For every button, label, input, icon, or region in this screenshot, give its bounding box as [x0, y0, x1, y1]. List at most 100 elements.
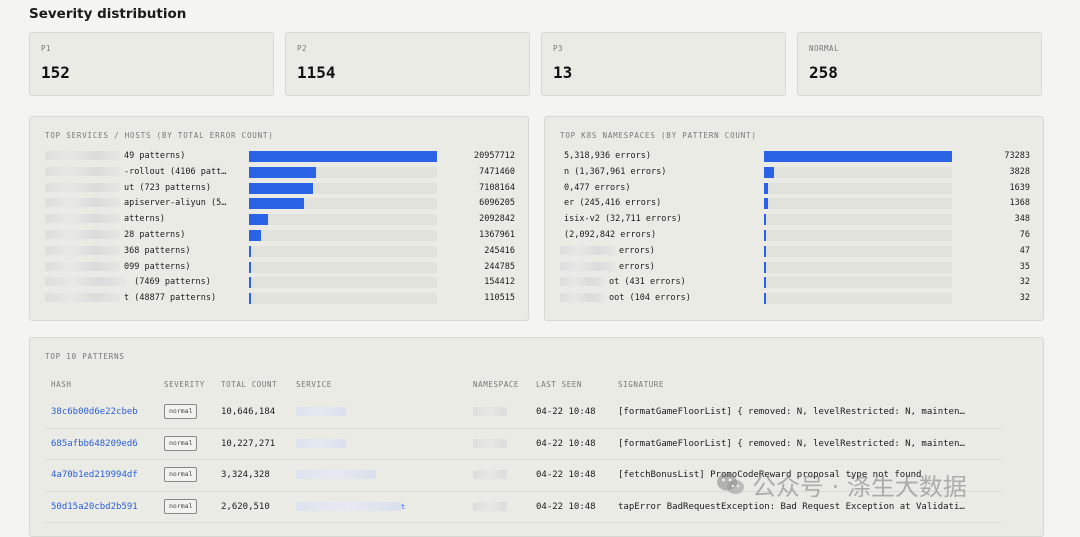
pattern-hash-link[interactable]: 685afbb648209ed6 [51, 438, 138, 449]
service-bar-value: 7108164 [479, 182, 515, 193]
last-seen: 04-22 10:48 [536, 501, 596, 512]
pattern-hash-link[interactable]: 50d15a20cbd2b591 [51, 501, 138, 512]
top-namespaces-panel: TOP K8S NAMESPACES (BY PATTERN COUNT) 5,… [544, 116, 1044, 321]
namespace-bar-row: 5,318,936 errors) 73283 [560, 149, 1030, 165]
severity-card-p3: P3 13 [541, 32, 786, 96]
pattern-hash-link[interactable]: 38c6b00d6e22cbeb [51, 407, 138, 417]
namespace-bar [764, 151, 952, 162]
column-header-service[interactable]: SERVICE [296, 380, 332, 389]
service-bar-label-text: -rollout (4106 patt… [124, 166, 227, 177]
service-bar-label: 49 patterns) [45, 150, 245, 163]
namespace-bar-label: 0,477 errors) [560, 182, 760, 195]
column-header-hash[interactable]: HASH [51, 380, 72, 389]
service-bar-label-text: 28 patterns) [124, 230, 186, 240]
namespace-bar-row: n (1,367,961 errors) 3828 [560, 165, 1030, 181]
service-bar-value: 244785 [484, 261, 515, 272]
namespace-bar-value: 76 [1019, 230, 1030, 240]
severity-badge: normal [164, 467, 198, 483]
watermark-text: 公众号 · 涤生大数据 [752, 473, 967, 501]
redacted-text [45, 245, 120, 255]
service-bar [249, 261, 252, 273]
namespace-bar-value: 73283 [1004, 151, 1030, 161]
namespace-bar [764, 245, 766, 257]
service-bar-row: 49 patterns) 20957712 [45, 149, 515, 165]
namespace-bar-track [764, 166, 952, 178]
redacted-text [45, 261, 120, 271]
pattern-hash-link[interactable]: 4a70b1ed219994df [51, 470, 138, 481]
service-bar-value: 6096205 [479, 198, 515, 209]
redacted-text [45, 182, 120, 192]
namespace-bar-row: ot (431 errors) 32 [560, 275, 1030, 291]
namespace-bar-value: 32 [1019, 277, 1030, 288]
service-bar-row: 368 patterns) 245416 [45, 244, 515, 260]
service-bar [249, 151, 437, 162]
namespace-bar [764, 182, 769, 194]
namespace-bar-track [764, 230, 952, 241]
service-name: t [401, 502, 406, 511]
namespace-bar-value: 1368 [1009, 198, 1030, 209]
service-bar [249, 277, 251, 289]
namespace-bar-track [764, 151, 952, 162]
column-header-signature[interactable]: SIGNATURE [618, 380, 665, 389]
namespace-bar-label-text: errors) [619, 245, 655, 256]
service-bar-label: 368 patterns) [45, 245, 245, 258]
table-row[interactable]: 38c6b00d6e22cbeb normal 10,646,184 04-22 10… [45, 396, 1002, 429]
panel-title: TOP SERVICES / HOSTS (BY TOTAL ERROR COU… [45, 131, 274, 140]
namespace-bar [764, 214, 766, 226]
namespace-bar-label-text: (2,092,842 errors) [564, 230, 657, 240]
redacted-text [560, 277, 605, 287]
table-row[interactable]: 685afbb648209ed6 normal 10,227,271 04-22 10… [45, 428, 1002, 461]
service-bar-row: t (48877 patterns) 110515 [45, 291, 515, 307]
table-row[interactable]: 4a70b1ed219994df normal 3,324,328 04-22 10:… [45, 459, 1002, 492]
service-bar-row: (7469 patterns) 154412 [45, 275, 515, 291]
last-seen: 04-22 10:48 [536, 438, 596, 449]
namespace-bar-track [764, 277, 952, 289]
stat-value: 1154 [297, 63, 336, 82]
redacted-text [45, 277, 125, 287]
namespace-bar-label-text: 0,477 errors) [564, 182, 631, 193]
service-bar-value: 1367961 [479, 230, 515, 240]
watermark: 公众号 · 涤生大数据 [716, 470, 1056, 504]
column-header-total-count[interactable]: TOTAL COUNT [221, 380, 278, 389]
service-bar-row: -rollout (4106 patt… 7471460 [45, 165, 515, 181]
namespace-bar-label-text: er (245,416 errors) [564, 198, 662, 209]
redacted-text [560, 293, 605, 303]
service-bar-label-text: 49 patterns) [124, 151, 186, 161]
last-seen: 04-22 10:48 [536, 470, 596, 481]
namespace-bar-label: isix-v2 (32,711 errors) [560, 213, 760, 226]
namespace-bar [764, 277, 766, 289]
service-bar-row: ut (723 patterns) 7108164 [45, 181, 515, 197]
column-header-severity[interactable]: SEVERITY [164, 380, 205, 389]
service-bar-track [249, 151, 437, 162]
namespace-bar-row: (2,092,842 errors) 76 [560, 228, 1030, 244]
column-header-last-seen[interactable]: LAST SEEN [536, 380, 583, 389]
namespace-bar-row: 0,477 errors) 1639 [560, 181, 1030, 197]
namespace-bar-label: (2,092,842 errors) [560, 229, 760, 242]
service-bar [249, 230, 262, 241]
service-bar-label: -rollout (4106 patt… [45, 166, 245, 179]
namespace-bar-track [764, 182, 952, 194]
namespace-bar-label: er (245,416 errors) [560, 197, 760, 210]
service-bar [249, 166, 317, 178]
redacted-service [296, 501, 401, 511]
page-title: Severity distribution [29, 6, 187, 22]
redacted-text [45, 198, 120, 208]
namespace-bar-label-text: ot (431 errors) [609, 277, 686, 288]
table-row[interactable]: 50d15a20cbd2b591 normal 2,620,510 t 04-22 10… [45, 491, 1002, 524]
service-bar-label-text: 368 patterns) [124, 245, 191, 256]
signature: [formatGameFloorList] { removed: N, leve… [618, 438, 965, 449]
stat-value: 13 [553, 63, 573, 82]
redacted-text [45, 293, 120, 303]
service-bar-label: 099 patterns) [45, 261, 245, 274]
severity-card-normal: NORMAL 258 [797, 32, 1042, 96]
redacted-text [45, 151, 120, 160]
service-bar-label-text: t (48877 patterns) [124, 293, 217, 304]
top-services-panel: TOP SERVICES / HOSTS (BY TOTAL ERROR COU… [29, 116, 529, 321]
namespace-bar-label: n (1,367,961 errors) [560, 166, 760, 179]
service-bar-track [249, 182, 437, 194]
column-header-namespace[interactable]: NAMESPACE [473, 380, 520, 389]
top-patterns-panel: TOP 10 PATTERNS HASH SEVERITY TOTAL COUN… [29, 337, 1044, 537]
signature: [formatGameFloorList] { removed: N, leve… [618, 407, 965, 417]
namespace-bar-value: 32 [1019, 293, 1030, 304]
service-bar-row: 28 patterns) 1367961 [45, 228, 515, 244]
